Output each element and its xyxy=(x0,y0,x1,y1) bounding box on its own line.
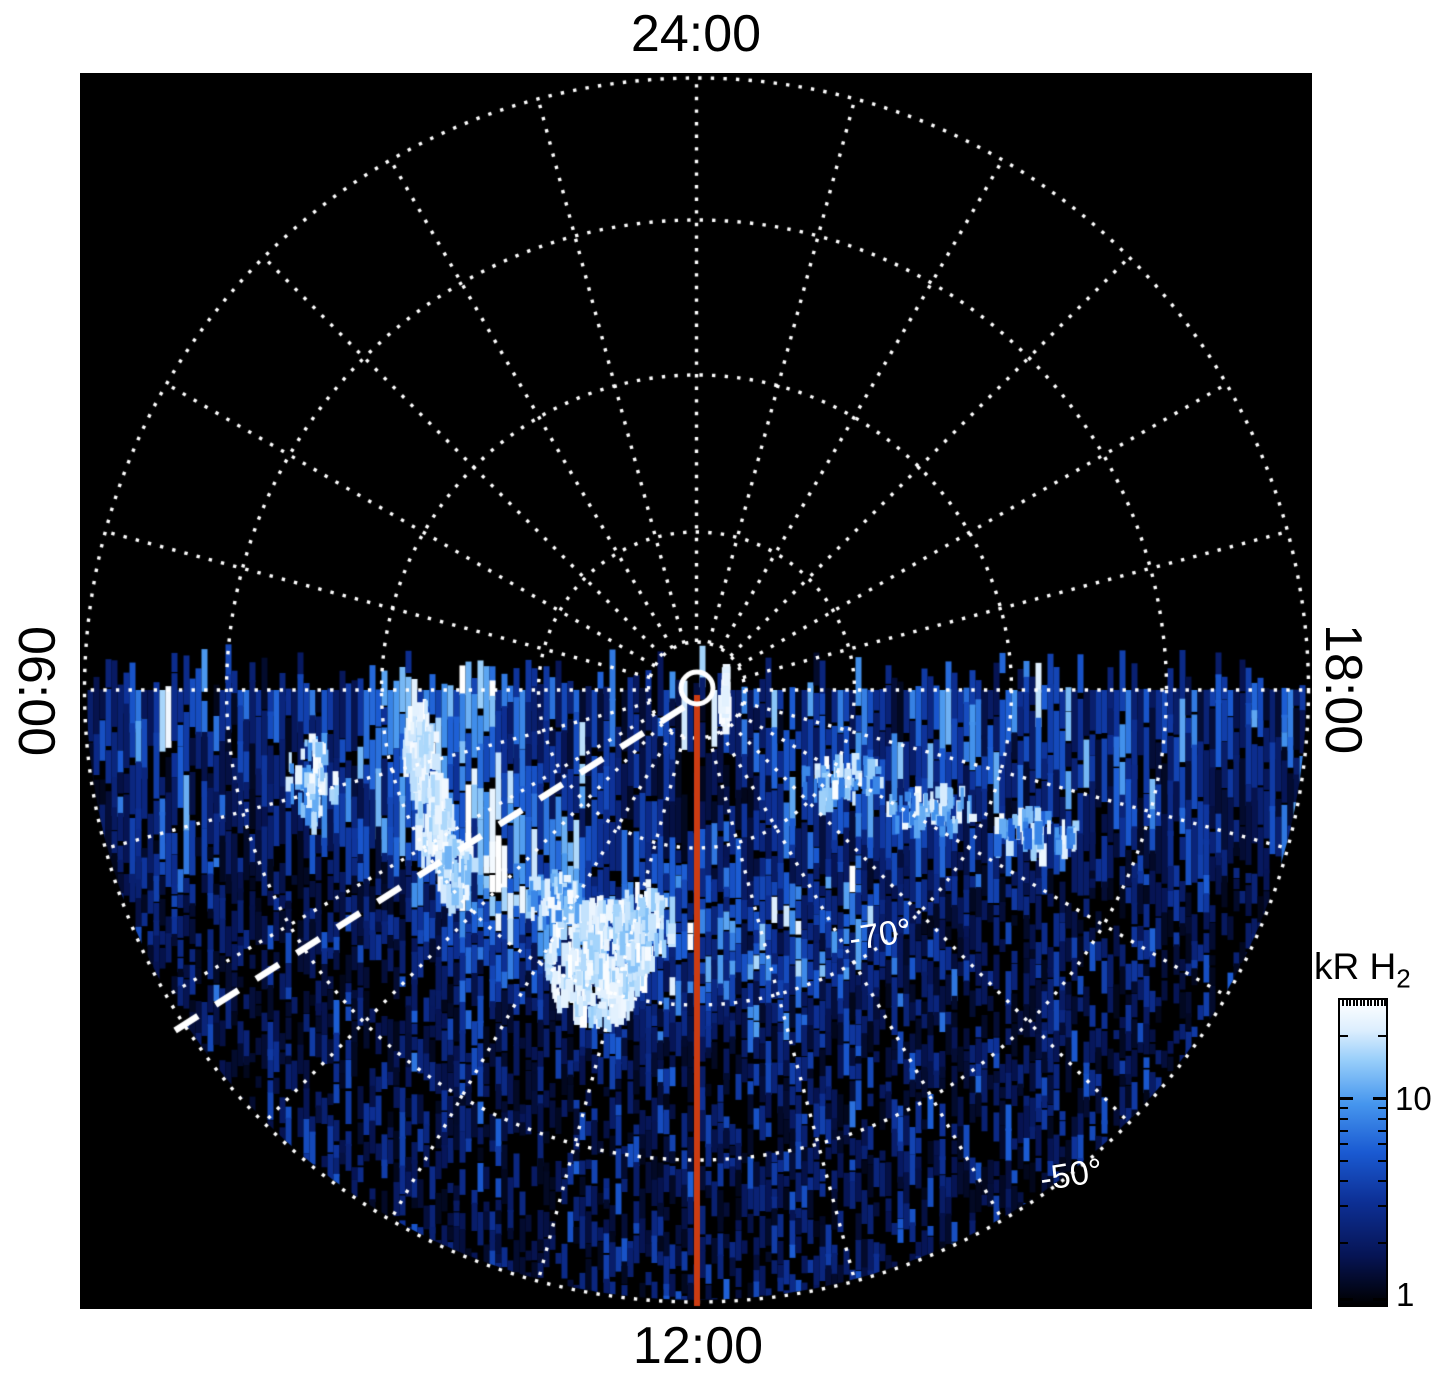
time-label-dawn: 06:00 xyxy=(7,626,65,757)
plot-area xyxy=(80,73,1312,1309)
colorbar-tick-label-1: 1 xyxy=(1396,1276,1415,1313)
colorbar-gradient xyxy=(1338,998,1388,1307)
colorbar-tick-label-10: 10 xyxy=(1395,1080,1432,1117)
time-label-midnight: 24:00 xyxy=(630,5,762,63)
time-label-noon: 12:00 xyxy=(632,1317,764,1375)
time-label-dusk: 18:00 xyxy=(1314,624,1372,755)
colorbar-title-subscript: 2 xyxy=(1396,963,1411,994)
polar-heatmap-canvas xyxy=(80,73,1312,1309)
colorbar-title-text: kR H xyxy=(1314,946,1397,987)
colorbar-title: kR H2 xyxy=(1314,946,1411,994)
